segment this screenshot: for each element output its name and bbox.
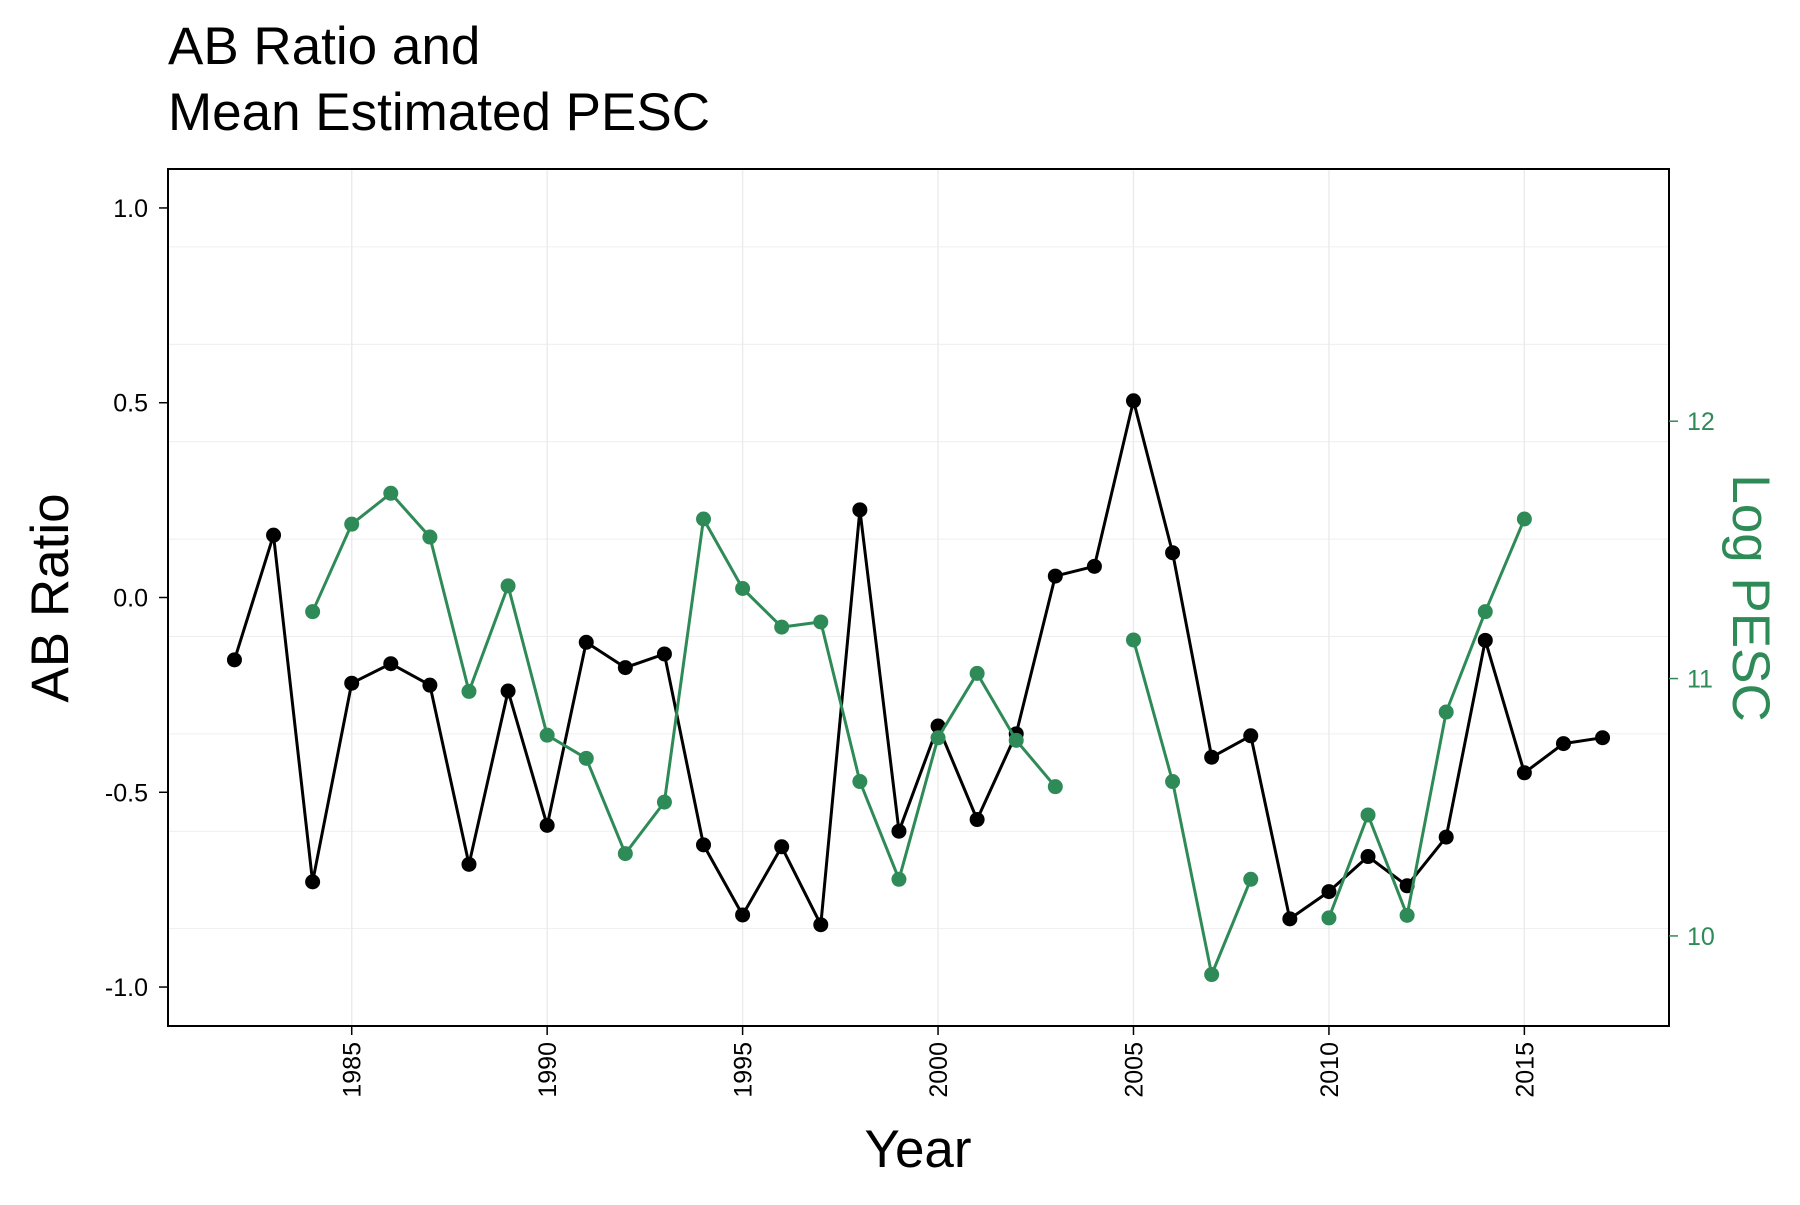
series <box>226 393 1611 983</box>
ab_ratio-point <box>774 839 790 855</box>
ab_ratio-point <box>617 660 633 676</box>
ab_ratio-point <box>539 817 555 833</box>
ab_ratio-point <box>1165 545 1181 561</box>
ab_ratio-line <box>233 399 1603 927</box>
ab_ratio-point <box>1204 749 1220 765</box>
log_pesc-series <box>305 485 1532 983</box>
ab_ratio-point <box>422 677 438 693</box>
log_pesc-point <box>500 578 516 594</box>
log_pesc-point <box>305 604 321 620</box>
x-tick-label: 1985 <box>339 1042 367 1098</box>
x-tick-label: 1990 <box>534 1042 562 1098</box>
log_pesc-line <box>1132 639 1253 976</box>
gridlines <box>168 169 1669 1027</box>
log_pesc-point <box>1321 910 1337 926</box>
log_pesc-point <box>813 614 829 630</box>
ab_ratio-point <box>735 907 751 923</box>
ab_ratio-point <box>305 874 321 890</box>
log_pesc-point <box>930 730 946 746</box>
ab_ratio-point <box>1438 829 1454 845</box>
log_pesc-point <box>422 529 438 545</box>
y-tick-label: 1.0 <box>113 195 148 223</box>
log_pesc-point <box>1008 732 1024 748</box>
log_pesc-point <box>852 774 868 790</box>
y2-tick-label: 11 <box>1687 666 1713 694</box>
tick-labels: 1985 1990 1995 2000 2005 2010 2015 1.0 0.5 0.0 -0.… <box>105 195 1715 1098</box>
x-tick-label: 2005 <box>1120 1042 1148 1098</box>
ab_ratio-point <box>1516 765 1532 781</box>
y2-axis-title: Log PESC <box>1721 474 1780 721</box>
log_pesc-point <box>383 485 399 501</box>
ab_ratio-point <box>461 856 477 872</box>
y-axis-title: AB Ratio <box>21 493 80 702</box>
ab_ratio-point <box>1086 558 1102 574</box>
ab_ratio-point <box>1595 730 1611 746</box>
log_pesc-point <box>1438 704 1454 720</box>
log_pesc-point <box>1047 779 1063 795</box>
log_pesc-point <box>774 619 790 635</box>
log_pesc-point <box>1477 604 1493 620</box>
ab_ratio-point <box>1243 728 1259 744</box>
y2-tick-label: 10 <box>1687 923 1715 951</box>
chart-title-line-2: Mean Estimated PESC <box>168 83 710 142</box>
y-tick-label: -0.5 <box>105 779 148 807</box>
ab_ratio-point <box>344 675 360 691</box>
log_pesc-point <box>1516 511 1532 527</box>
log_pesc-line <box>311 491 1057 881</box>
chart-title-line-1: AB Ratio and <box>168 17 480 76</box>
y-tick-label: 0.5 <box>113 390 148 418</box>
ab_ratio-point <box>226 652 242 668</box>
log_pesc-point <box>461 683 477 699</box>
log_pesc-point <box>696 511 712 527</box>
ab_ratio-point <box>969 812 985 828</box>
log_pesc-point <box>1165 774 1181 790</box>
ab_ratio-point <box>813 917 829 933</box>
log_pesc-point <box>891 871 907 887</box>
x-tick-label: 2000 <box>925 1042 953 1098</box>
ab_ratio-point <box>1555 736 1571 752</box>
x-tick-label: 2010 <box>1316 1042 1344 1098</box>
log_pesc-point <box>617 846 633 862</box>
ab_ratio-point <box>1125 393 1141 409</box>
ab_ratio-point <box>578 634 594 650</box>
ab_ratio-point <box>656 646 672 662</box>
log_pesc-point <box>578 750 594 766</box>
log_pesc-point <box>1243 871 1259 887</box>
ab_ratio-point <box>696 837 712 853</box>
y-tick-label: 0.0 <box>113 585 148 613</box>
x-axis-title: Year <box>864 1120 971 1179</box>
axes <box>159 168 1678 1035</box>
ab_ratio-point <box>891 823 907 839</box>
y-tick-label: -1.0 <box>105 974 148 1002</box>
log_pesc-point <box>1360 807 1376 823</box>
log_pesc-point <box>656 794 672 810</box>
x-tick-label: 2015 <box>1511 1042 1539 1098</box>
ab_ratio-point <box>266 527 282 543</box>
ab_ratio-point <box>852 502 868 518</box>
log_pesc-point <box>969 665 985 681</box>
log_pesc-point <box>539 727 555 743</box>
ab_ratio-point <box>383 656 399 672</box>
ab_ratio-point <box>1047 568 1063 584</box>
ab_ratio-point <box>1321 884 1337 900</box>
ab_ratio-point <box>1282 911 1298 927</box>
log_pesc-point <box>1399 907 1415 923</box>
log_pesc-point <box>735 580 751 596</box>
x-tick-label: 1995 <box>730 1042 758 1098</box>
ab_ratio-point <box>500 683 516 699</box>
log_pesc-point <box>1204 967 1220 983</box>
ab_ratio-point <box>1477 632 1493 648</box>
log_pesc-point <box>1125 632 1141 648</box>
ab_ratio-series <box>226 393 1611 933</box>
ab_ratio-point <box>1360 849 1376 865</box>
log_pesc-line <box>1327 518 1526 919</box>
log_pesc-point <box>344 516 360 532</box>
y2-tick-label: 12 <box>1687 408 1715 436</box>
